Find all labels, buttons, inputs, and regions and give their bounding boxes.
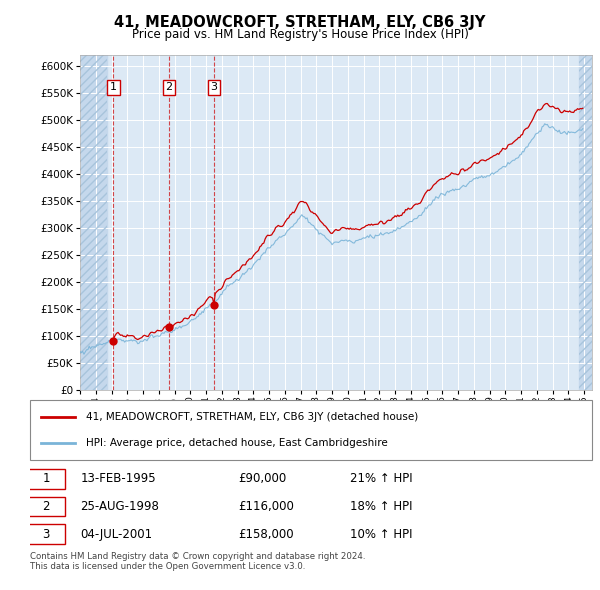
Text: 10% ↑ HPI: 10% ↑ HPI [350, 527, 413, 540]
Text: 13-FEB-1995: 13-FEB-1995 [80, 473, 156, 486]
Bar [80, 55, 107, 390]
FancyBboxPatch shape [30, 400, 592, 460]
Text: 1: 1 [43, 473, 50, 486]
Bar [80, 55, 107, 390]
Text: 2: 2 [43, 500, 50, 513]
Text: £158,000: £158,000 [238, 527, 293, 540]
Text: 3: 3 [211, 83, 217, 93]
Text: £116,000: £116,000 [238, 500, 294, 513]
Text: 3: 3 [43, 527, 50, 540]
Text: 18% ↑ HPI: 18% ↑ HPI [350, 500, 413, 513]
Text: Price paid vs. HM Land Registry's House Price Index (HPI): Price paid vs. HM Land Registry's House … [131, 28, 469, 41]
Text: This data is licensed under the Open Government Licence v3.0.: This data is licensed under the Open Gov… [30, 562, 305, 571]
Bar [580, 55, 592, 390]
Text: £90,000: £90,000 [238, 473, 286, 486]
Text: 21% ↑ HPI: 21% ↑ HPI [350, 473, 413, 486]
FancyBboxPatch shape [27, 469, 65, 489]
Text: Contains HM Land Registry data © Crown copyright and database right 2024.: Contains HM Land Registry data © Crown c… [30, 552, 365, 560]
Text: 41, MEADOWCROFT, STRETHAM, ELY, CB6 3JY: 41, MEADOWCROFT, STRETHAM, ELY, CB6 3JY [115, 15, 485, 30]
Text: 1: 1 [110, 83, 117, 93]
Text: 25-AUG-1998: 25-AUG-1998 [80, 500, 160, 513]
Text: 04-JUL-2001: 04-JUL-2001 [80, 527, 153, 540]
Text: 41, MEADOWCROFT, STRETHAM, ELY, CB6 3JY (detached house): 41, MEADOWCROFT, STRETHAM, ELY, CB6 3JY … [86, 412, 418, 422]
Text: 2: 2 [166, 83, 173, 93]
FancyBboxPatch shape [27, 497, 65, 516]
Bar [580, 55, 592, 390]
FancyBboxPatch shape [27, 524, 65, 544]
Text: HPI: Average price, detached house, East Cambridgeshire: HPI: Average price, detached house, East… [86, 438, 388, 448]
